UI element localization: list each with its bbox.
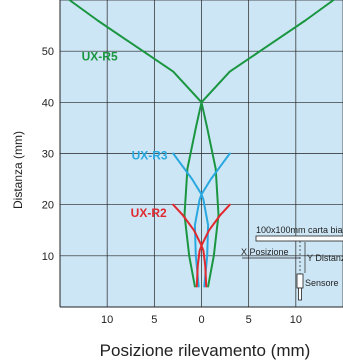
series-label-ux-r2: UX-R2 (131, 206, 167, 220)
y-axis-title: Distanza (mm) (11, 131, 25, 209)
series-label-ux-r3: UX-R3 (132, 149, 168, 163)
curve-ux-r3-right-branch (172, 152, 210, 288)
x-tick-label: 0 (198, 314, 204, 326)
curves (68, 0, 335, 288)
x-tick-label: 5 (151, 314, 157, 326)
curve-ux-r3-left-branch (193, 152, 231, 288)
sensor-inset: 100x100mm carta bianca X Posizione Y Dis… (241, 225, 343, 301)
y-tick-label: 30 (42, 149, 54, 161)
inset-target-plate (255, 235, 343, 242)
y-tick-label: 10 (42, 251, 54, 263)
inset-sensor-body (296, 273, 304, 289)
x-axis-title: Posizione rilevamento (mm) (100, 341, 311, 360)
series-label-ux-r5: UX-R5 (82, 49, 118, 63)
y-tick-label: 20 (42, 200, 54, 212)
curve-ux-r2-right-branch (172, 203, 208, 288)
inset-sensor-label: Sensore (305, 278, 339, 288)
x-tick-label: 5 (246, 314, 252, 326)
curve-ux-r5-left-branch (68, 0, 203, 288)
inset-target-label: 100x100mm carta bianca (256, 225, 343, 235)
inset-x-label: X Posizione (241, 247, 289, 257)
series-labels: UX-R5 UX-R3 UX-R2 (82, 49, 168, 220)
curve-ux-r5-right-branch (200, 0, 335, 288)
inset-y-label: Y Distanza (307, 253, 343, 263)
x-tick-label: 10 (101, 314, 113, 326)
inset-sensor-cable (298, 287, 302, 301)
y-tick-label: 40 (42, 97, 54, 109)
x-tick-label: 10 (290, 314, 302, 326)
y-tick-label: 50 (42, 46, 54, 58)
